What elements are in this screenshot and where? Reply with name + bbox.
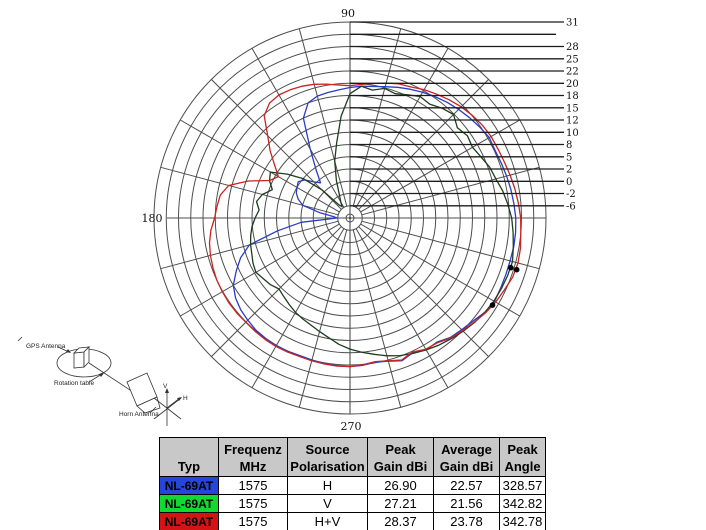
ring-value-label: 28: [566, 42, 579, 53]
polar-grid: [153, 21, 547, 415]
grid-spoke: [352, 28, 402, 207]
frequency-cell: 1575: [218, 494, 288, 513]
peak-gain-cell: 28.37: [367, 512, 434, 530]
gps-antenna-label: GPS Antenna: [26, 343, 66, 350]
grid-spoke: [355, 228, 449, 388]
ring-value-label: 0: [566, 177, 572, 188]
v-axis-label: V: [163, 383, 168, 390]
grid-spoke: [352, 229, 402, 408]
ring-value-label: 22: [566, 67, 579, 78]
typ-cell: NL-69AT: [159, 476, 219, 495]
peak-marker-v: [508, 264, 514, 271]
axis-indicator: V H: [153, 383, 188, 426]
ring-value-label: 31: [566, 18, 579, 29]
polarisation-cell: V: [287, 494, 368, 513]
results-table: Typ Frequenz MHz Source Polarisation Peak G…: [159, 437, 546, 530]
typ-cell: NL-69AT: [159, 494, 219, 513]
col-average-gain: Average Gain dBi: [433, 437, 500, 477]
horn-antenna-leader: [149, 406, 157, 414]
peak-marker-hplusv: [513, 266, 520, 273]
grid-spoke: [358, 226, 489, 357]
ring-value-label: 20: [566, 79, 579, 90]
polarisation-cell: H: [287, 476, 368, 495]
pattern-curve-v: [249, 85, 514, 357]
angle-label-270: 270: [341, 420, 362, 433]
horn-antenna-shape: [126, 372, 161, 414]
table-row-hv: NL-69AT 1575 H+V 28.37 23.78 342.78: [159, 512, 546, 530]
pattern-curve-hplusv: [208, 82, 522, 368]
horn-antenna-label: Horn Antenna: [119, 411, 159, 418]
gps-antenna-box: [72, 346, 91, 369]
peak-angle-cell: 342.78: [499, 512, 546, 530]
grid-spoke: [211, 79, 342, 210]
grid-spoke: [360, 119, 520, 213]
grid-spoke: [298, 28, 348, 207]
ring-value-label: 18: [566, 91, 579, 102]
peak-angle-cell: 328.57: [499, 476, 546, 495]
grid-spoke: [361, 166, 540, 216]
center-marker: [345, 213, 355, 223]
rotation-table-label: Rotation table: [54, 380, 94, 387]
boresight-line: [88, 362, 134, 393]
frequency-cell: 1575: [218, 476, 288, 495]
ring-value-label: 5: [566, 152, 572, 163]
ring-value-label: 12: [566, 116, 579, 127]
measurement-setup-diagram: GPS Antenna Rotation table Horn Antenna: [17, 336, 188, 426]
average-gain-cell: 22.57: [433, 476, 500, 495]
col-peak-angle: Peak Angle: [499, 437, 546, 477]
ring-value-label: 2: [566, 165, 572, 176]
peak-marker-h: [489, 302, 496, 308]
peak-angle-cell: 342.82: [499, 494, 546, 513]
grid-spoke: [180, 119, 340, 213]
col-peak-gain: Peak Gain dBi: [367, 437, 434, 477]
grid-spoke: [360, 223, 520, 317]
table-row-h: NL-69AT 1575 H 26.90 22.57 328.57: [159, 476, 546, 495]
grid-spoke: [160, 166, 339, 216]
peak-gain-cell: 26.90: [367, 476, 434, 495]
col-typ: Typ: [159, 437, 219, 477]
table-row-v: NL-69AT 1575 V 27.21 21.56 342.82: [159, 494, 546, 513]
polarisation-cell: H+V: [287, 512, 368, 530]
grid-spoke: [251, 228, 345, 388]
pattern-curves: [208, 82, 522, 368]
average-gain-cell: 21.56: [433, 494, 500, 513]
ring-value-label: 10: [566, 128, 579, 139]
angle-label-180: 180: [142, 212, 163, 225]
peak-gain-cell: 27.21: [367, 494, 434, 513]
typ-cell: NL-69AT: [159, 512, 219, 530]
center-dot: [348, 216, 352, 220]
frequency-cell: 1575: [218, 512, 288, 530]
rotation-table-arrow: [88, 373, 103, 383]
ring-value-label: -2: [566, 189, 576, 200]
ring-value-label: 15: [566, 103, 579, 114]
h-axis-label: H: [183, 395, 188, 402]
ring-value-label: -6: [566, 201, 576, 212]
angle-labels: 90 180 270: [142, 7, 362, 433]
angle-label-90: 90: [341, 7, 355, 20]
rotation-table-arrowhead: [99, 373, 104, 377]
grid-spoke: [211, 226, 342, 357]
header-row: Typ Frequenz MHz Source Polarisation Peak G…: [159, 437, 546, 477]
ring-value-label: 25: [566, 54, 579, 65]
average-gain-cell: 23.78: [433, 512, 500, 530]
grid-spoke: [251, 48, 345, 208]
tick-mark: [17, 336, 23, 342]
col-polarisation: Source Polarisation: [287, 437, 368, 477]
grid-spoke: [180, 223, 340, 317]
ring-value-label: 8: [566, 140, 572, 151]
grid-spoke: [298, 229, 348, 408]
col-frequency: Frequenz MHz: [218, 437, 288, 477]
